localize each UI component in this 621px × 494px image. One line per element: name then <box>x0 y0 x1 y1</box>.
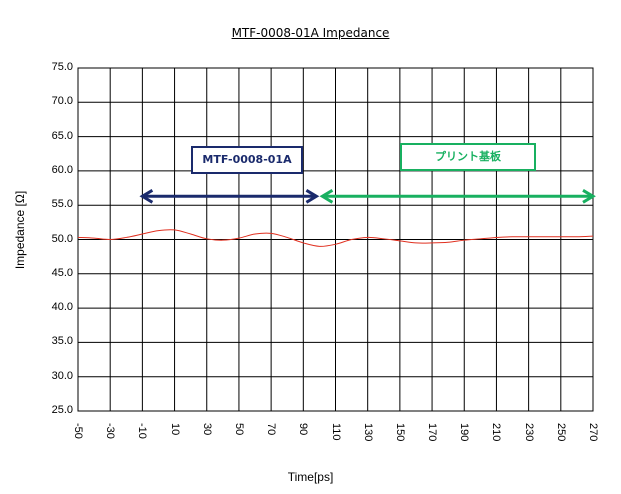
x-tick-label: 110 <box>329 423 342 441</box>
y-tick-label: 25.0 <box>51 404 73 416</box>
y-tick-label: 30.0 <box>51 369 73 382</box>
annotation-label-mtf: MTF-0008-01A <box>191 146 303 174</box>
series <box>77 229 594 247</box>
plot-area-border <box>77 67 594 412</box>
x-tick-label: 190 <box>458 423 471 442</box>
y-tick-label: 75.0 <box>51 61 73 73</box>
annotation-arrow-head-left <box>139 188 154 204</box>
y-tick-label: 70.0 <box>51 95 73 108</box>
y-axis-label: Impedance [Ω] <box>13 190 27 270</box>
x-tick-label: 250 <box>554 423 567 442</box>
y-tick-label: 60.0 <box>51 163 73 176</box>
y-tick-label: 40.0 <box>51 301 73 314</box>
y-tick-label: 50.0 <box>51 232 73 245</box>
x-tick-label: 270 <box>587 423 599 442</box>
x-axis-label: Time[ps] <box>287 470 334 484</box>
y-tick-label: 35.0 <box>51 335 73 348</box>
x-tick-label: 50 <box>232 423 245 436</box>
x-tick-label: 210 <box>490 423 503 442</box>
annotation-arrows <box>139 188 596 204</box>
x-tick-label: 30 <box>200 423 213 436</box>
grid <box>77 67 594 412</box>
x-tick-label: 170 <box>426 423 439 442</box>
chart-title: MTF-0008-01A Impedance <box>231 26 390 40</box>
y-tick-label: 55.0 <box>51 198 73 211</box>
x-tick-label: 150 <box>393 423 406 442</box>
x-tick-label: 10 <box>168 423 181 436</box>
x-tick-label: -10 <box>136 423 149 439</box>
x-tick-label: -50 <box>72 423 84 439</box>
annotation-arrow-head-right <box>305 188 320 204</box>
x-tick-label: -30 <box>104 423 117 439</box>
x-tick-label: 70 <box>265 423 278 436</box>
annotation-arrow-head-left <box>319 188 334 204</box>
y-tick-label: 45.0 <box>51 266 73 279</box>
x-tick-label: 130 <box>361 423 374 442</box>
series-line <box>77 229 594 247</box>
annotation-label-pcb: プリント基板 <box>400 143 536 171</box>
y-tick-label: 65.0 <box>51 129 73 142</box>
annotation-arrow-head-right <box>582 188 596 204</box>
x-tick-label: 90 <box>297 423 310 436</box>
x-tick-label: 230 <box>522 423 535 442</box>
